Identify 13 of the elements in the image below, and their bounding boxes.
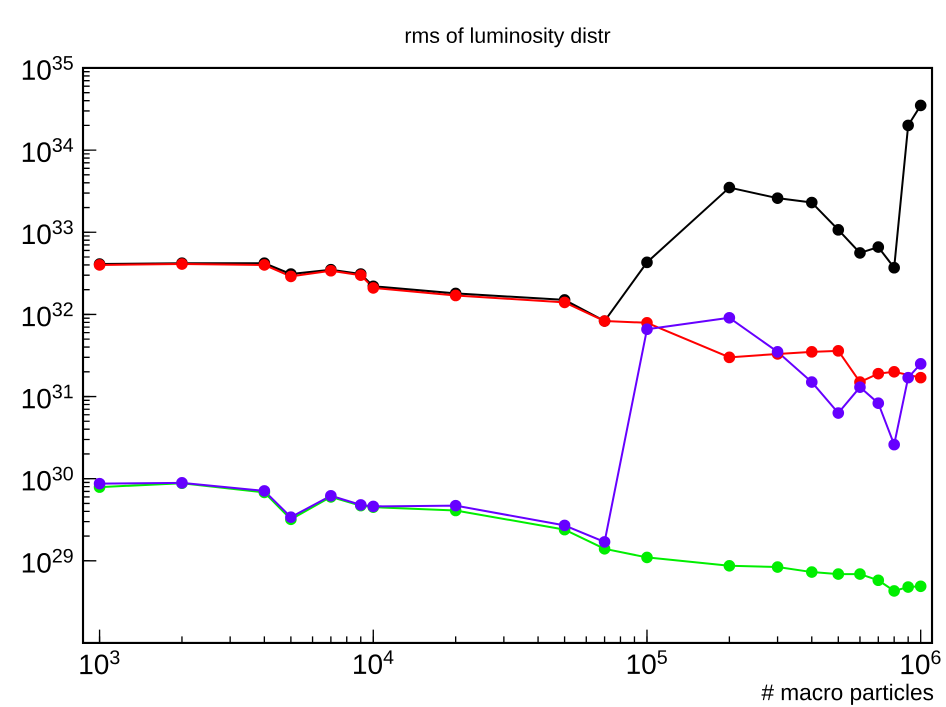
chart-title: rms of luminosity distr xyxy=(406,27,610,48)
y-tick-label: 10$^{33}$ xyxy=(22,220,73,244)
x-tick-label: 10$^{6}$ xyxy=(901,650,941,674)
x-tick-label: 10$^{4}$ xyxy=(354,650,394,674)
y-tick-label: 10$^{35}$ xyxy=(22,56,73,80)
y-tick-label: 10$^{31}$ xyxy=(22,384,73,409)
x-tick-label: 10$^{3}$ xyxy=(80,650,120,674)
y-tick-label: 10$^{30}$ xyxy=(22,466,73,491)
x-tick-label: 10$^{5}$ xyxy=(628,650,667,674)
x-axis-title: # macro particles xyxy=(761,684,934,705)
y-tick-label: 10$^{34}$ xyxy=(22,138,74,162)
y-tick-label: 10$^{29}$ xyxy=(22,548,73,573)
y-tick-label: 10$^{32}$ xyxy=(22,302,73,326)
